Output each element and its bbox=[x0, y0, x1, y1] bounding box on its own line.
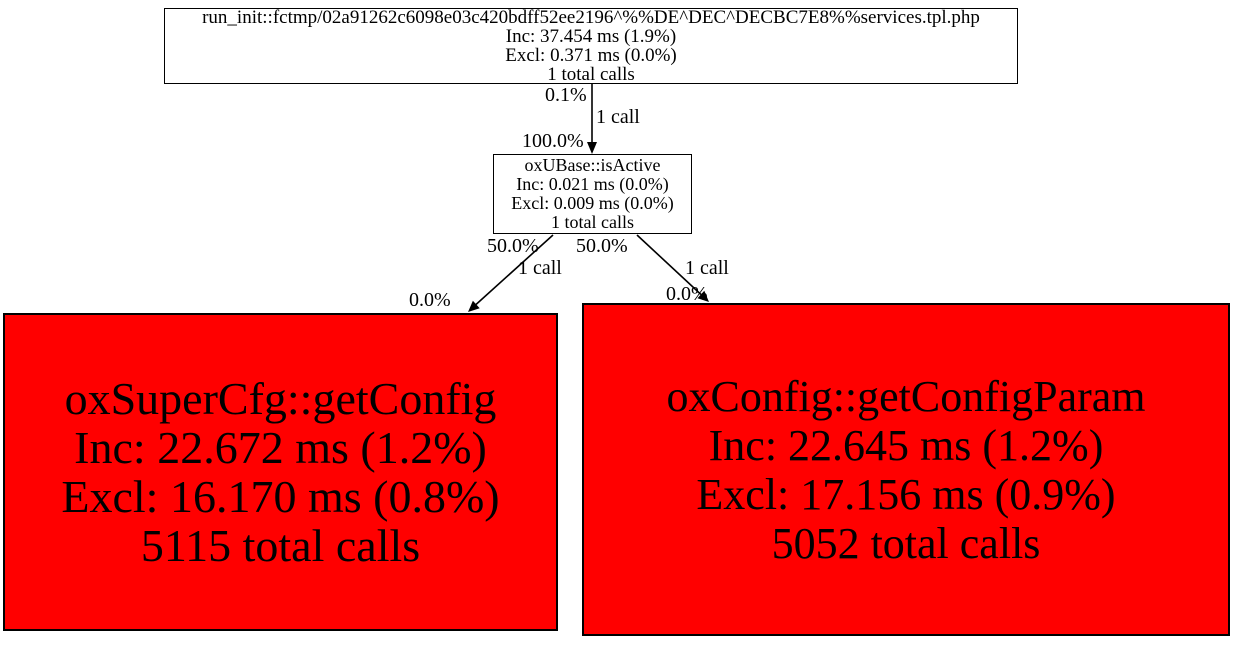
node-total-calls: 5115 total calls bbox=[140, 520, 421, 571]
node-oxsupercfg-getconfig: oxSuperCfg::getConfig Inc: 22.672 ms (1.… bbox=[3, 313, 558, 631]
node-excl-stat: Excl: 17.156 ms (0.9%) bbox=[696, 469, 1116, 519]
node-inc-stat: Inc: 22.672 ms (1.2%) bbox=[74, 422, 487, 473]
node-inc-stat: Inc: 22.645 ms (1.2%) bbox=[708, 420, 1104, 470]
node-total-calls: 1 total calls bbox=[547, 64, 635, 84]
edge-label-dst-pct: 0.0% bbox=[666, 283, 708, 305]
node-oxubase-isactive: oxUBase::isActive Inc: 0.021 ms (0.0%) E… bbox=[493, 154, 692, 234]
edge-label-src-pct: 50.0% bbox=[487, 235, 539, 257]
edge-label-call-count: 1 call bbox=[518, 257, 562, 279]
edge-isactive-to-getconfigparam bbox=[636, 234, 702, 296]
edge-label-call-count: 1 call bbox=[685, 257, 729, 279]
node-excl-stat: Excl: 0.371 ms (0.0%) bbox=[505, 45, 677, 66]
node-inc-stat: Inc: 0.021 ms (0.0%) bbox=[516, 174, 669, 194]
node-excl-stat: Excl: 0.009 ms (0.0%) bbox=[511, 193, 674, 213]
node-title: oxSuperCfg::getConfig bbox=[64, 373, 497, 424]
node-title: oxConfig::getConfigParam bbox=[666, 371, 1146, 421]
node-run-init-services-tpl: run_init::fctmp/02a91262c6098e03c420bdff… bbox=[164, 8, 1018, 84]
edge-label-src-pct: 50.0% bbox=[576, 235, 628, 257]
edge-isactive-to-getconfig bbox=[475, 234, 554, 306]
node-title: oxUBase::isActive bbox=[524, 155, 661, 175]
edge-label-dst-pct: 100.0% bbox=[522, 130, 584, 152]
node-inc-stat: Inc: 37.454 ms (1.9%) bbox=[505, 26, 677, 47]
arrowhead-isactive-to-getconfigparam bbox=[697, 290, 709, 302]
node-total-calls: 5052 total calls bbox=[771, 518, 1041, 568]
edge-label-src-pct: 0.1% bbox=[545, 84, 587, 106]
node-total-calls: 1 total calls bbox=[551, 212, 634, 232]
arrowhead-root-to-isactive bbox=[587, 142, 597, 154]
edge-label-call-count: 1 call bbox=[596, 106, 640, 128]
node-title: run_init::fctmp/02a91262c6098e03c420bdff… bbox=[202, 8, 980, 28]
arrowhead-isactive-to-getconfig bbox=[468, 300, 480, 312]
edge-label-dst-pct: 0.0% bbox=[409, 289, 451, 311]
node-oxconfig-getconfigparam: oxConfig::getConfigParam Inc: 22.645 ms … bbox=[582, 303, 1230, 636]
node-excl-stat: Excl: 16.170 ms (0.8%) bbox=[61, 471, 500, 522]
